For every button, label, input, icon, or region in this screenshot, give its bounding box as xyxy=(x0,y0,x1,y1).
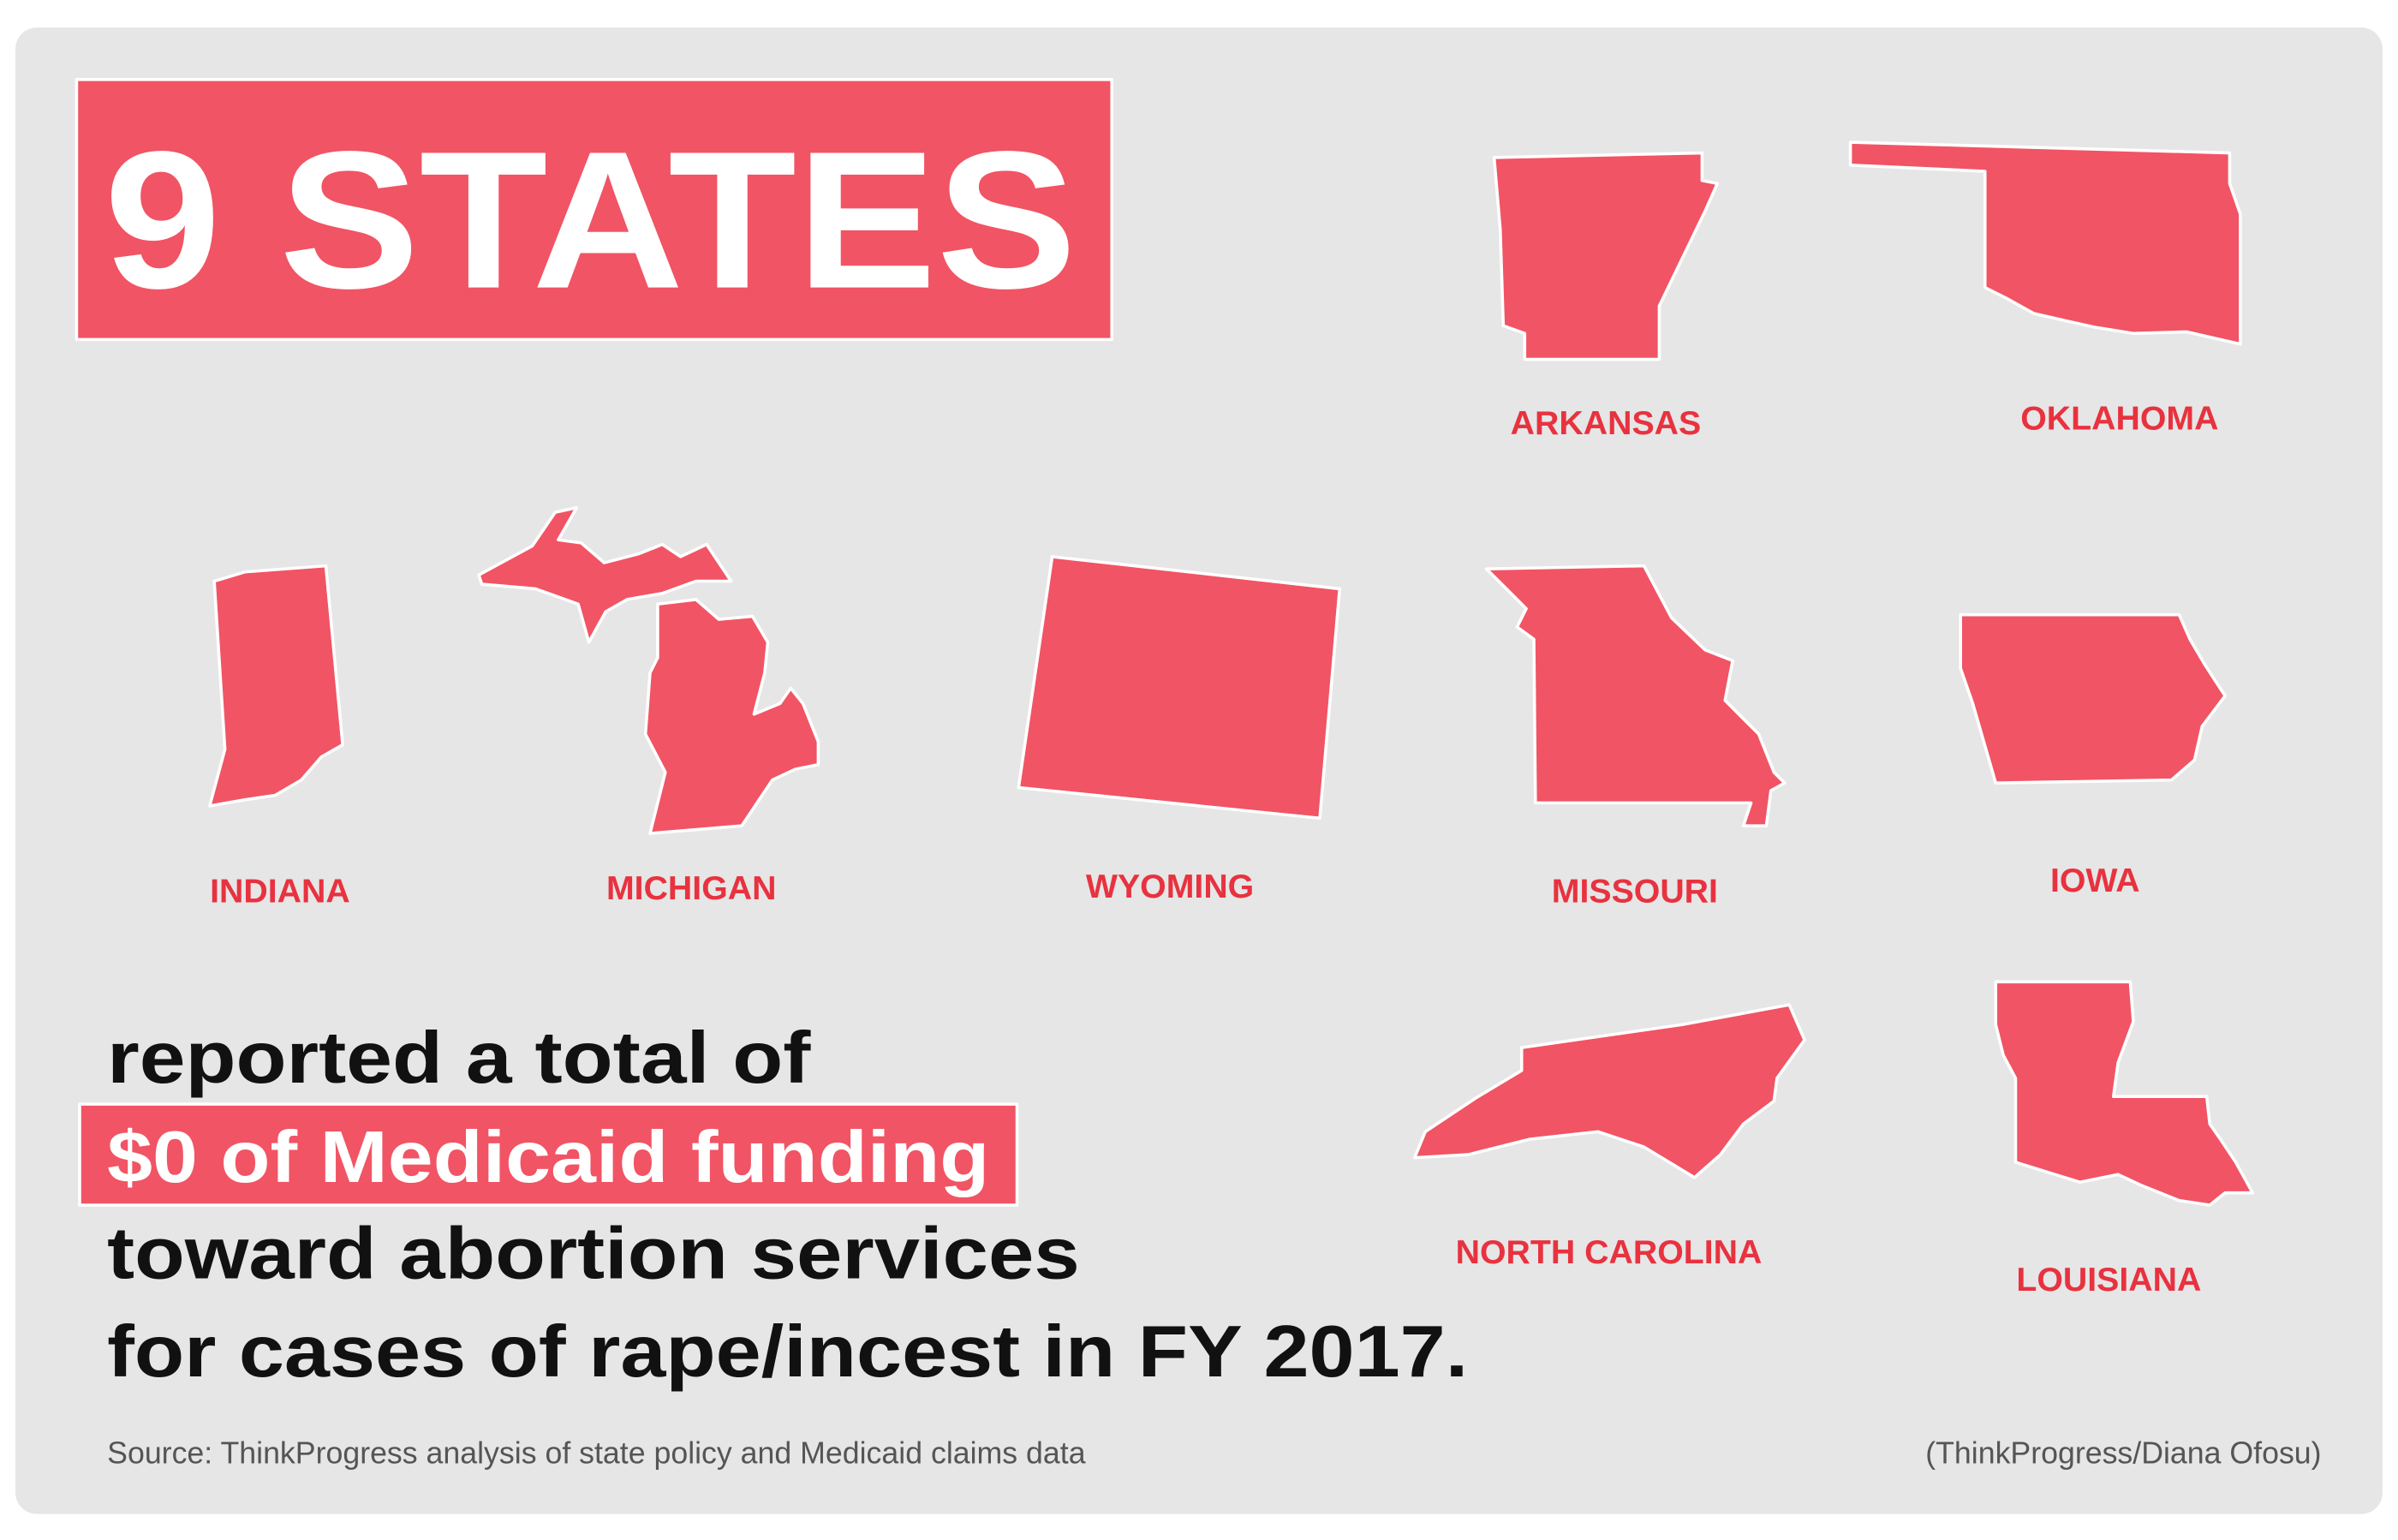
body-line: for cases of rape/incest in FY 2017. xyxy=(107,1310,1468,1393)
state-labels: ARKANSAS OKLAHOMA INDIANA MICHIGAN WYOMI… xyxy=(210,400,2218,1298)
state-label: LOUISIANA xyxy=(2016,1261,2201,1298)
indiana-shape xyxy=(207,564,344,808)
state-label: MISSOURI xyxy=(1552,872,1718,910)
state-label: MICHIGAN xyxy=(606,869,777,907)
state-label: IOWA xyxy=(2050,862,2140,899)
source: Source: ThinkProgress analysis of state … xyxy=(107,1436,1086,1471)
arkansas-shape xyxy=(1492,151,1720,361)
body-line: toward abortion services xyxy=(107,1213,1080,1295)
state-label: WYOMING xyxy=(1086,868,1254,905)
highlight-box xyxy=(78,1102,1019,1207)
missouri-shape xyxy=(1484,564,1787,827)
state-label: ARKANSAS xyxy=(1511,404,1702,442)
headline: 9 STATES xyxy=(104,111,1077,330)
headline-box xyxy=(75,78,1114,342)
state-label: INDIANA xyxy=(210,872,350,910)
credit: (ThinkProgress/Diana Ofosu) xyxy=(1925,1436,2321,1471)
state-label: NORTH CAROLINA xyxy=(1456,1233,1763,1271)
michigan-lower-shape xyxy=(643,598,820,835)
michigan-upper-shape xyxy=(477,506,733,644)
wyoming-shape xyxy=(1017,555,1342,821)
state-label: OKLAHOMA xyxy=(2020,400,2218,438)
body-line: reported a total of xyxy=(107,1017,811,1099)
highlight-text: $0 of Medicaid funding xyxy=(107,1116,989,1198)
louisiana-shape xyxy=(1994,980,2254,1207)
iowa-shape xyxy=(1959,612,2227,785)
state-shapes xyxy=(207,140,2254,1207)
oklahoma-shape xyxy=(1848,140,2242,346)
north-carolina-shape xyxy=(1412,1003,1806,1179)
